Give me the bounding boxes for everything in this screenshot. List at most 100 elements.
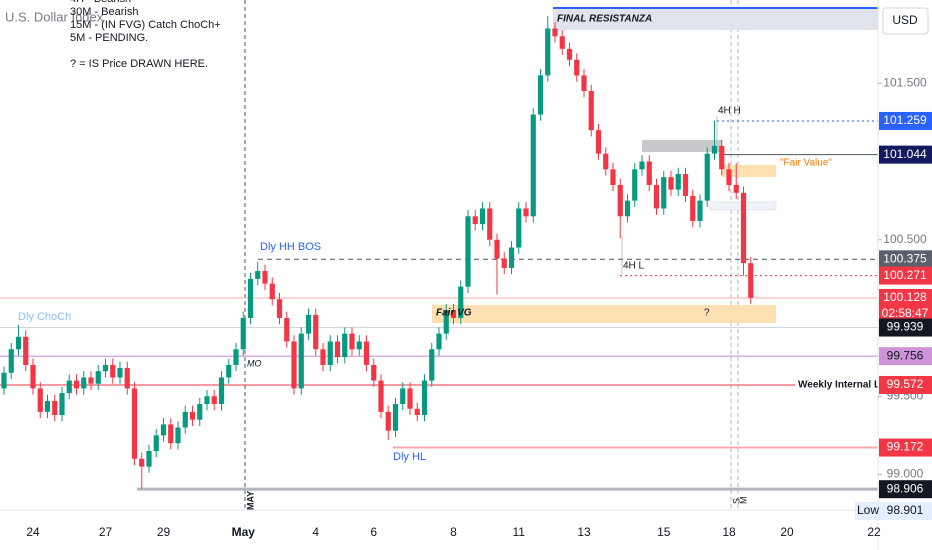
x-tick-label: 18 — [722, 525, 736, 539]
annotation: FINAL RESISTANZA — [557, 14, 652, 25]
candle-body — [153, 435, 159, 452]
candle-body — [537, 75, 544, 115]
price-label-box — [879, 266, 932, 285]
candle-body — [291, 341, 297, 389]
candle-body — [95, 371, 101, 384]
annotation: Dly ChoCh — [18, 311, 71, 323]
candle-body — [298, 333, 304, 389]
candle-body — [414, 408, 420, 416]
x-tick-label: 29 — [157, 525, 171, 539]
candle-body — [226, 364, 232, 378]
candle-body — [66, 380, 72, 394]
note: 15M - (IN FVG) Catch ChoCh+ — [70, 19, 221, 31]
price-label: 100.375 — [883, 251, 927, 265]
candle-body — [661, 177, 667, 209]
candle-body — [653, 184, 660, 209]
y-tick-label: 100.500 — [883, 232, 927, 246]
candle-body — [581, 75, 587, 92]
level-text: Weekly Internal Low — [798, 380, 894, 391]
candle-body — [363, 341, 370, 365]
candle-body — [255, 271, 261, 279]
candle-body — [726, 169, 732, 185]
candle-body — [733, 184, 739, 193]
candle-body — [465, 216, 471, 287]
candle-body — [30, 364, 36, 389]
candle-body — [131, 388, 138, 459]
candle-body — [59, 393, 65, 416]
note: 30M - Bearish — [70, 6, 138, 18]
price-label: 98.901 — [887, 503, 924, 517]
candle-body — [276, 299, 283, 318]
chart-title: U.S. Dollar Index — [5, 9, 104, 24]
annotation: "Fair Value" — [780, 158, 832, 169]
candle-body — [450, 310, 457, 318]
candle-body — [15, 336, 22, 350]
candle-body — [552, 28, 558, 37]
annotation: M — [738, 497, 748, 505]
candle-body — [479, 208, 486, 225]
annotation: S — [731, 498, 741, 504]
annotations: U.S. Dollar Index FINAL RESISTANZA Dly H… — [5, 0, 894, 510]
price-label-box — [879, 375, 932, 394]
candle-body — [632, 169, 638, 201]
y-tick-label: 101.500 — [883, 75, 927, 89]
candle-body — [748, 263, 754, 298]
candle-body — [240, 317, 246, 350]
candle-body — [175, 427, 181, 444]
annotation: Fair VG — [436, 308, 472, 319]
price-label-box — [855, 501, 932, 520]
price-label: 98.906 — [887, 481, 924, 495]
candle-body — [102, 364, 109, 372]
candle-body — [356, 341, 362, 350]
currency: USD — [892, 13, 918, 27]
annotation: MO — [247, 358, 262, 368]
candle-body — [639, 161, 645, 170]
candle-body — [110, 364, 116, 378]
price-label: 100.128 — [883, 290, 927, 304]
note: 4H - Bearish — [70, 0, 131, 5]
candle-body — [559, 36, 565, 49]
candle-body — [646, 161, 652, 185]
price-label-box — [879, 145, 932, 164]
x-tick-label: 15 — [657, 525, 671, 539]
x-tick-label: 20 — [780, 525, 794, 539]
candle-body — [23, 336, 29, 365]
candle-body — [704, 153, 710, 201]
candle-body — [624, 200, 631, 217]
candle-body — [327, 341, 333, 365]
candle-body — [247, 278, 254, 318]
x-tick-label: 22 — [867, 525, 881, 539]
candle-body — [197, 404, 203, 420]
candle-body — [189, 411, 196, 420]
x-tick-label: 4 — [312, 525, 319, 539]
note: 5M - PENDING. — [70, 32, 148, 44]
candle-body — [284, 317, 290, 342]
candle-body — [472, 216, 478, 225]
candle-body — [88, 377, 94, 384]
candle-body — [117, 368, 123, 378]
candle-body — [392, 404, 399, 431]
candle-body — [349, 333, 355, 350]
price-label-box — [879, 480, 932, 499]
resistance-zone — [553, 8, 878, 30]
currency-box[interactable] — [882, 7, 929, 35]
supply-zone — [642, 140, 722, 152]
time-axis — [0, 510, 878, 550]
price-label-box — [879, 288, 932, 323]
candle-body — [204, 396, 210, 405]
candle-body — [342, 333, 348, 358]
annotation: Dly HL — [393, 451, 426, 463]
candle-body — [617, 184, 623, 217]
candle-body — [305, 314, 312, 334]
price-label-box — [879, 347, 932, 366]
levels — [0, 120, 878, 491]
candle-body — [610, 169, 616, 185]
candle-body — [682, 174, 689, 196]
candle-body — [146, 451, 152, 467]
candle-body — [494, 239, 500, 259]
price-label: 99.172 — [887, 440, 924, 454]
fvg-zone — [432, 305, 776, 323]
price-label: 100.271 — [883, 268, 927, 282]
candle-body — [588, 91, 594, 131]
annotation: Dly HH BOS — [260, 241, 321, 253]
